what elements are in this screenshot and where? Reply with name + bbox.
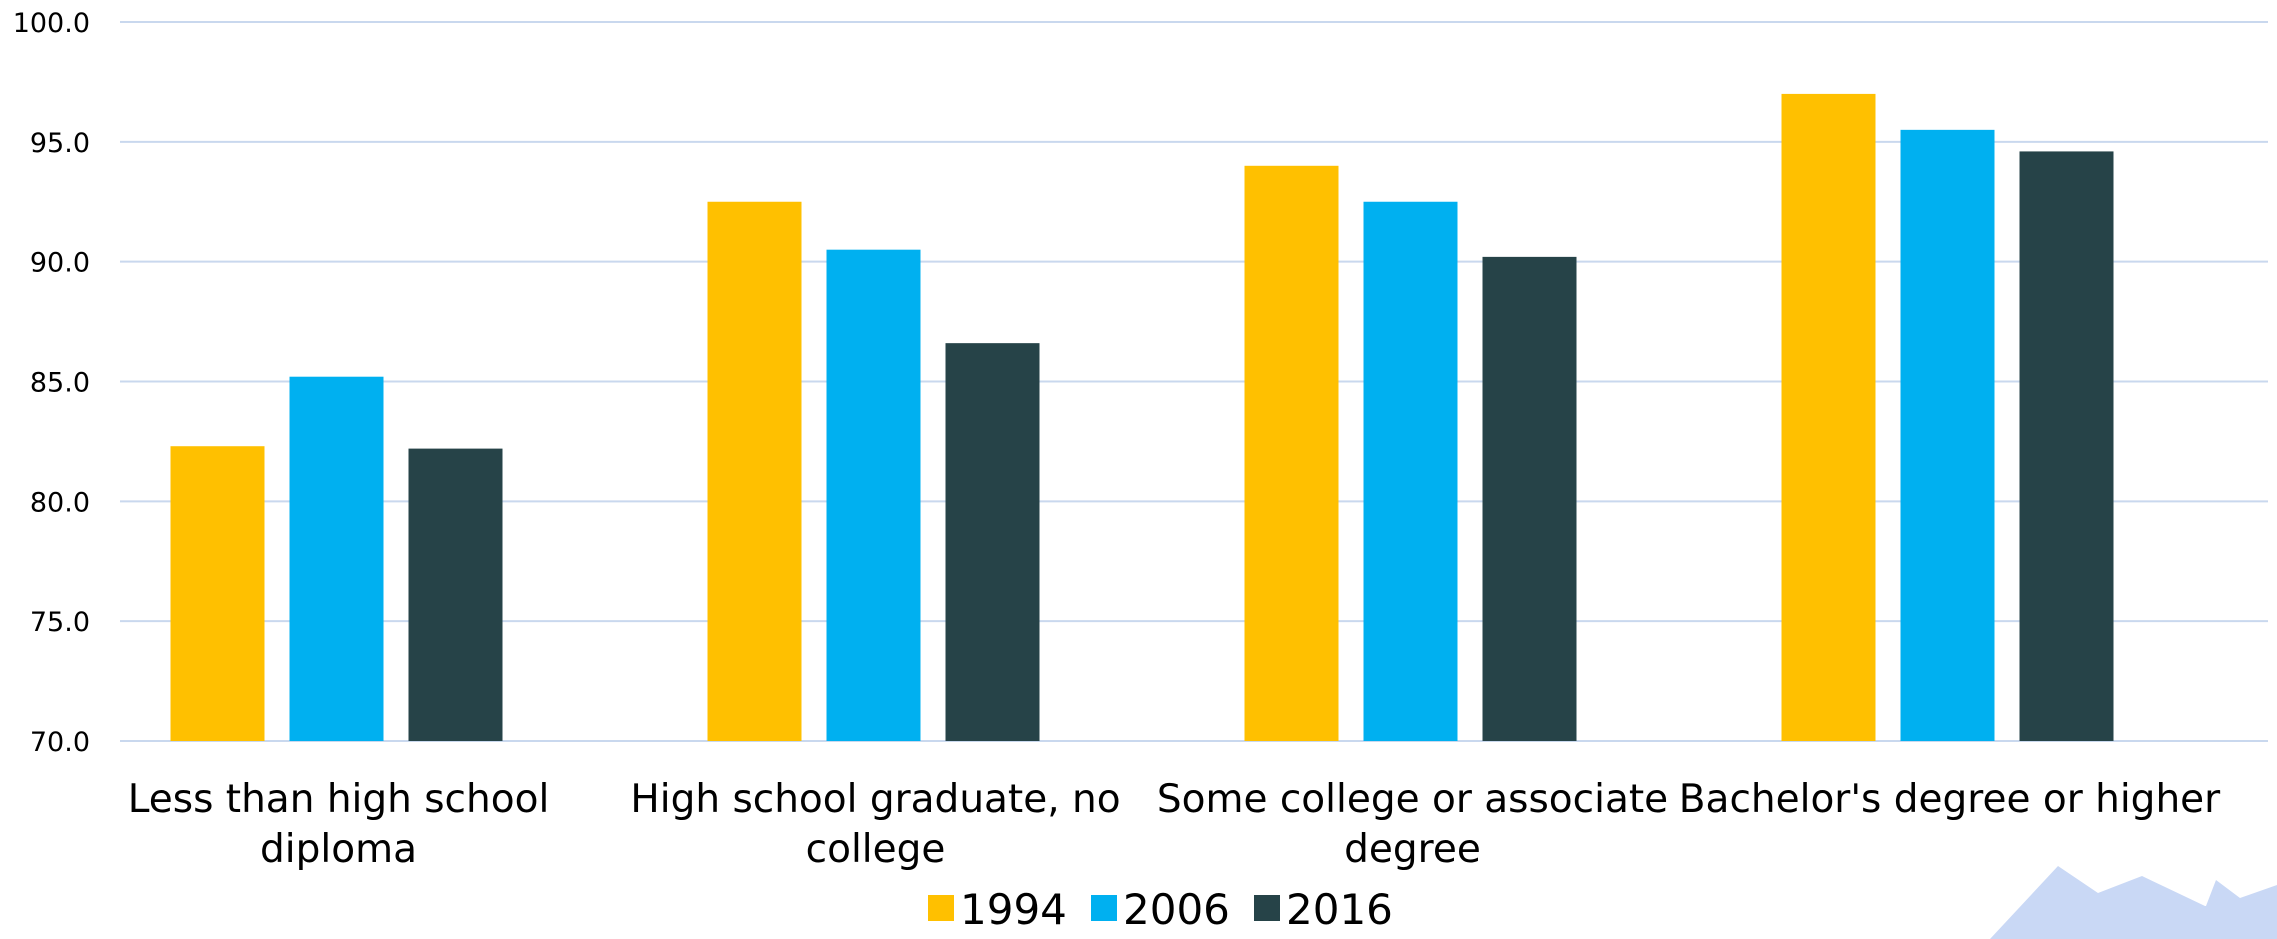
bar-2016-0 xyxy=(408,448,503,741)
bar-2006-0 xyxy=(289,376,384,741)
legend-swatch-2006 xyxy=(1091,895,1117,921)
watermark-mountain-shape xyxy=(1990,866,2277,939)
bar-2006-3 xyxy=(1900,129,1995,742)
x-axis-category-labels: Less than high school diploma High school … xyxy=(128,777,2221,872)
legend-label-2016: 2016 xyxy=(1286,885,1393,934)
bar-1994-2 xyxy=(1244,165,1339,742)
x-category-label: Some college or associate degree xyxy=(1157,777,1668,872)
y-tick-label: 85.0 xyxy=(30,368,90,399)
legend-swatch-2016 xyxy=(1254,895,1280,921)
y-tick-label: 90.0 xyxy=(30,248,90,279)
y-tick-label: 95.0 xyxy=(30,128,90,159)
legend-swatch-1994 xyxy=(928,895,954,921)
mountain-watermark-logo xyxy=(1990,866,2277,939)
bar-2016-2 xyxy=(1482,256,1577,741)
bar-2006-2 xyxy=(1363,201,1458,741)
bar-1994-1 xyxy=(707,201,802,741)
legend: 1994 2006 2016 xyxy=(928,885,1393,934)
y-tick-label: 100.0 xyxy=(13,8,90,39)
x-category-label: Less than high school diploma xyxy=(128,777,550,872)
y-tick-label: 75.0 xyxy=(30,607,90,638)
legend-label-2006: 2006 xyxy=(1123,885,1230,934)
bar-2016-3 xyxy=(2019,151,2114,742)
bar-2006-1 xyxy=(826,249,921,741)
legend-label-1994: 1994 xyxy=(960,885,1067,934)
y-tick-label: 70.0 xyxy=(30,727,90,758)
bar-1994-3 xyxy=(1781,93,1876,741)
x-category-label: High school graduate, no college xyxy=(630,777,1120,872)
bars xyxy=(170,93,2114,742)
x-category-label: Bachelor's degree or higher xyxy=(1679,777,2221,822)
y-axis-tick-labels: 70.0 75.0 80.0 85.0 90.0 95.0 100.0 xyxy=(13,8,90,758)
y-tick-label: 80.0 xyxy=(30,487,90,518)
bar-2016-1 xyxy=(945,343,1040,741)
bar-1994-0 xyxy=(170,446,265,741)
